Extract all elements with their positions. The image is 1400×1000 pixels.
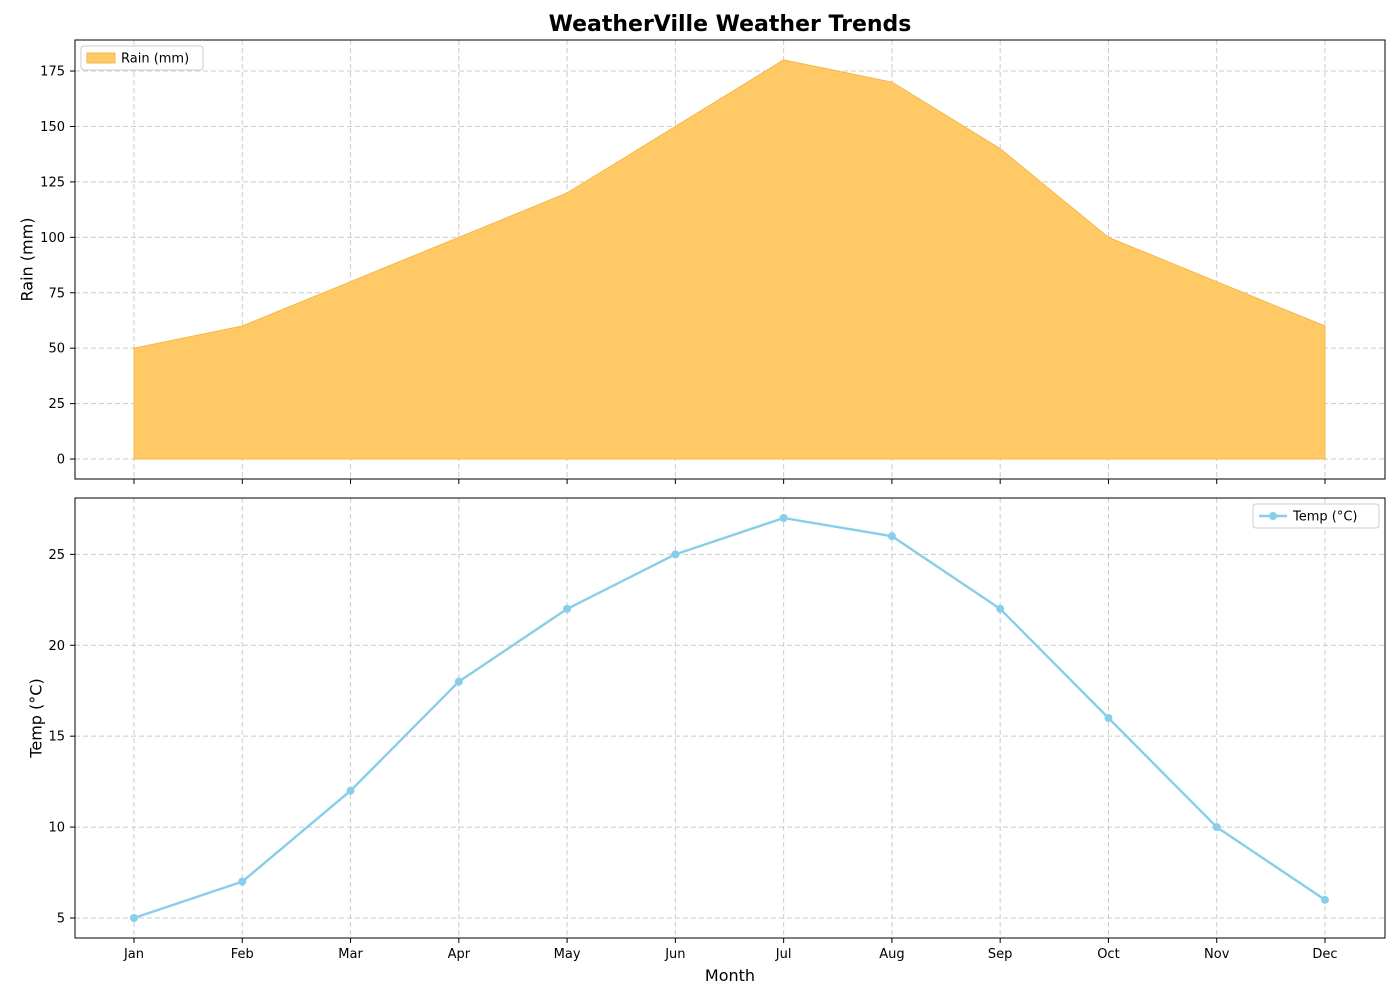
xtick-label-jul: Jul xyxy=(775,947,792,962)
chart-title: WeatherVille Weather Trends xyxy=(549,12,912,37)
temp-point-apr xyxy=(454,677,463,686)
temp-point-aug xyxy=(887,532,896,541)
temp-point-jul xyxy=(779,514,788,522)
rain-legend-label: Rain (mm) xyxy=(121,52,189,67)
xtick-label-may: May xyxy=(554,947,581,962)
temp-legend-marker xyxy=(1269,512,1277,520)
rain-legend-box xyxy=(80,45,204,71)
temp-x-ticks: Jan Feb Mar Apr May Jun Jul Aug Sep Oct Nov Dec xyxy=(123,938,1338,962)
temp-y-axis-label: Temp (°C) xyxy=(27,678,46,758)
temp-legend-label: Temp (°C) xyxy=(1292,510,1358,525)
rain-area-fill xyxy=(133,59,1326,460)
temp-point-may xyxy=(563,604,572,613)
xtick-label-apr: Apr xyxy=(448,947,471,962)
temp-point-dec xyxy=(1321,895,1329,904)
temp-legend-box xyxy=(1252,503,1380,529)
rain-y-ticks: 0 25 50 75 100 125 150 175 xyxy=(40,65,75,468)
rain-ytick-label-25: 25 xyxy=(48,397,65,412)
xtick-label-oct: Oct xyxy=(1097,947,1119,962)
rain-legend-swatch xyxy=(86,52,116,64)
xtick-label-nov: Nov xyxy=(1204,947,1230,962)
rain-area-series xyxy=(133,59,1326,460)
temp-point-jan xyxy=(130,914,138,922)
temp-panel: 5 10 15 20 25 Jan Feb Mar Apr May Jun Jul Aug Sep Oct… xyxy=(27,497,1386,962)
rain-ytick-label-75: 75 xyxy=(48,286,65,301)
temp-ytick-label-15: 15 xyxy=(48,730,65,745)
xtick-label-jun: Jun xyxy=(664,947,685,962)
rain-legend: Rain (mm) xyxy=(80,45,204,71)
rain-ytick-label-175: 175 xyxy=(40,65,65,80)
x-axis-label: Month xyxy=(705,966,755,985)
rain-panel: 0 25 50 75 100 125 150 175 Rain (mm) Rain (mm) xyxy=(18,39,1386,484)
temp-legend: Temp (°C) xyxy=(1252,503,1380,529)
xtick-label-aug: Aug xyxy=(879,947,904,962)
temp-gridlines xyxy=(75,498,1385,938)
xtick-label-dec: Dec xyxy=(1312,947,1337,962)
xtick-label-feb: Feb xyxy=(231,947,254,962)
xtick-label-jan: Jan xyxy=(123,947,144,962)
xtick-label-mar: Mar xyxy=(338,947,363,962)
rain-ytick-label-0: 0 xyxy=(57,453,65,468)
temp-point-sep xyxy=(996,604,1005,613)
temp-ytick-label-20: 20 xyxy=(48,639,65,654)
temp-plot-frame xyxy=(74,497,1386,939)
temp-series-line xyxy=(133,516,1326,920)
xtick-label-sep: Sep xyxy=(988,947,1013,962)
rain-ytick-label-150: 150 xyxy=(40,120,65,135)
temp-point-oct xyxy=(1104,714,1113,722)
temp-point-nov xyxy=(1212,823,1221,832)
temp-ytick-label-5: 5 xyxy=(57,912,65,927)
rain-ytick-label-125: 125 xyxy=(40,175,65,190)
temp-line-series xyxy=(130,514,1329,922)
rain-y-axis-label: Rain (mm) xyxy=(18,218,37,302)
temp-ytick-label-10: 10 xyxy=(48,821,65,836)
temp-y-ticks: 5 10 15 20 25 xyxy=(48,548,75,927)
temp-point-jun xyxy=(671,550,680,559)
temp-point-feb xyxy=(238,877,247,886)
rain-ytick-label-100: 100 xyxy=(40,231,65,246)
rain-ytick-label-50: 50 xyxy=(48,342,65,357)
temp-point-mar xyxy=(346,786,355,795)
rain-x-ticks xyxy=(133,479,1326,484)
temp-ytick-label-25: 25 xyxy=(48,548,65,563)
rain-plot-frame xyxy=(74,39,1386,480)
